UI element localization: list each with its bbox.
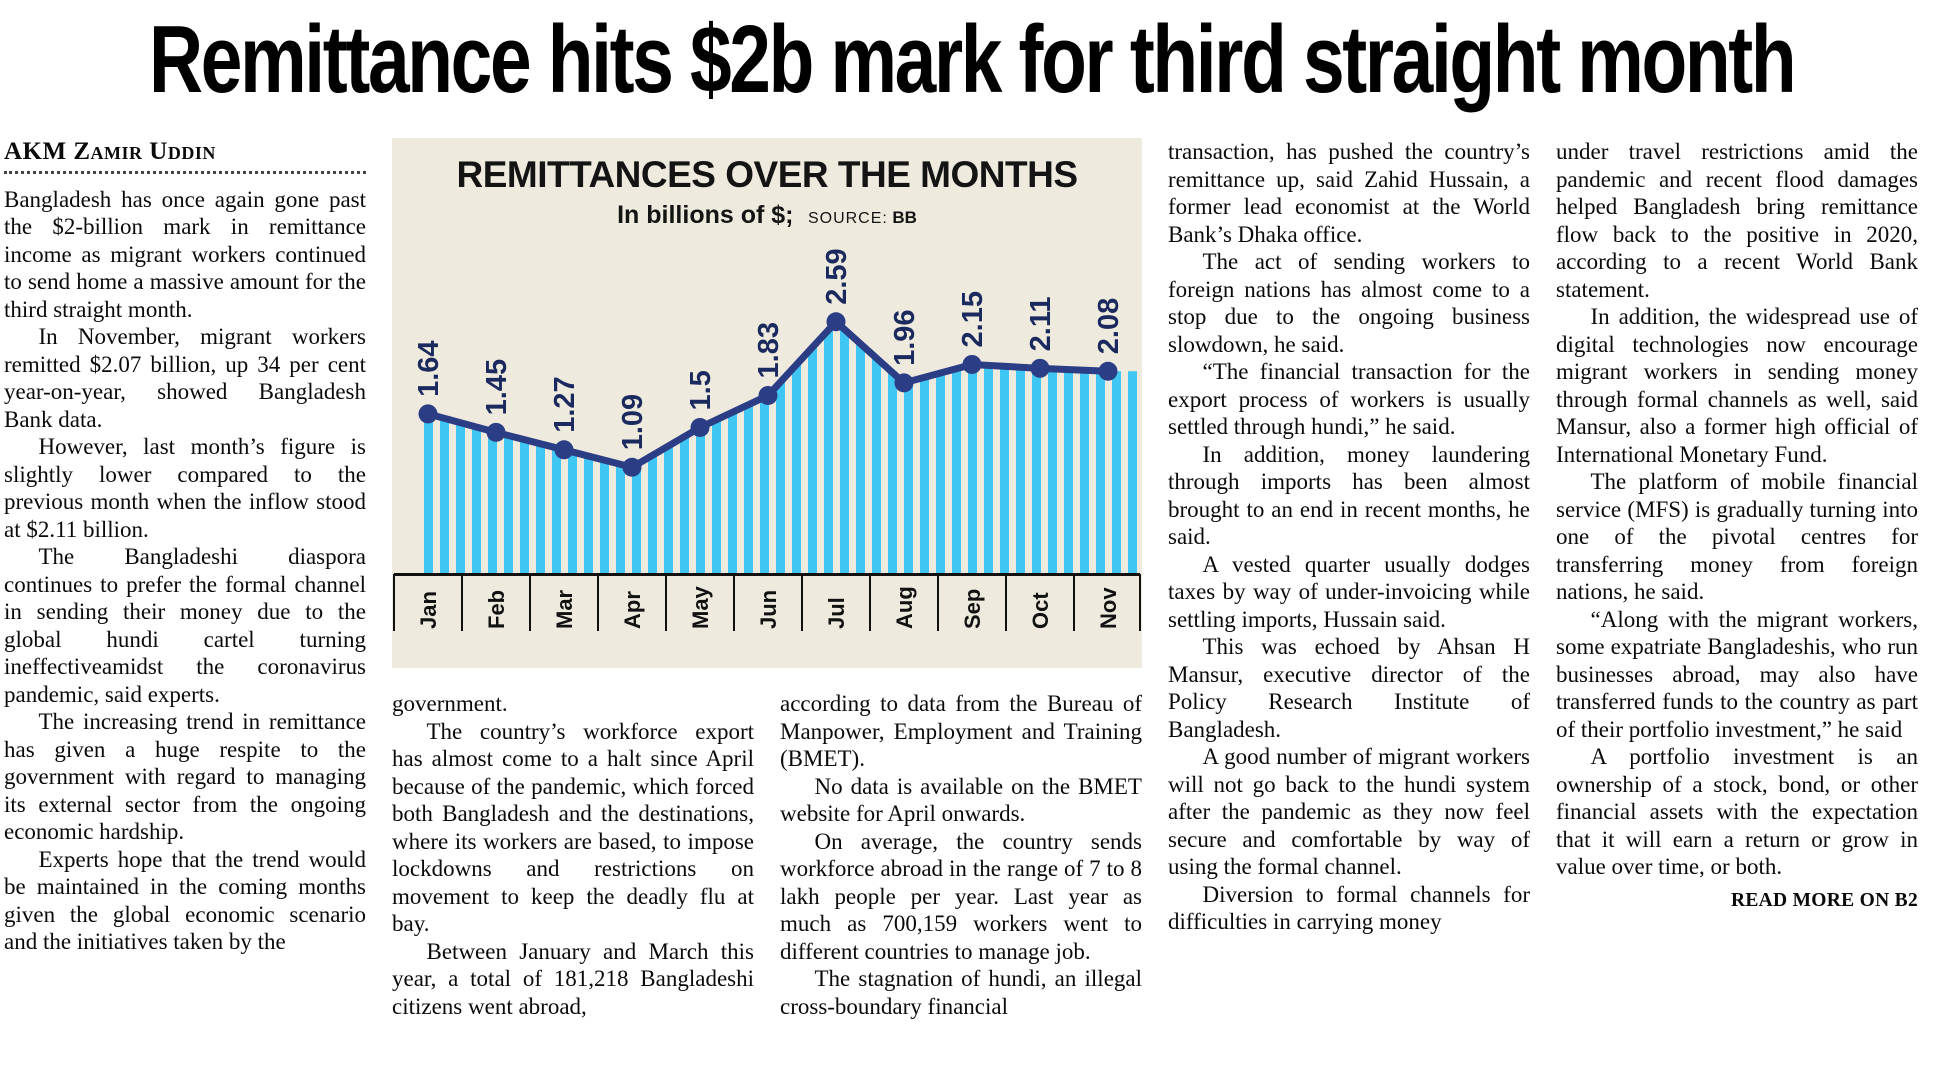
- chart-source-label: SOURCE:: [807, 210, 888, 227]
- paragraph: Between January and March this year, a t…: [392, 938, 754, 1019]
- chart-value-label: 1.83: [753, 322, 785, 378]
- column-1-text: Bangladesh has once again gone past the …: [4, 186, 366, 956]
- column-2: government. The country’s workforce expor…: [392, 690, 754, 1020]
- paragraph: In addition, the widespread use of digit…: [1556, 304, 1918, 467]
- paragraph: The stagnation of hundi, an illegal cros…: [780, 966, 1142, 1019]
- x-axis-label: Feb: [484, 590, 509, 629]
- paragraph: transaction, has pushed the country’s re…: [1168, 139, 1530, 247]
- column-4: transaction, has pushed the country’s re…: [1168, 138, 1530, 1020]
- x-axis-label: Sep: [960, 589, 985, 629]
- x-axis-label: Oct: [1028, 592, 1053, 629]
- x-axis-label: Jun: [756, 590, 781, 629]
- paragraph: In addition, money laundering through im…: [1168, 441, 1530, 550]
- chart-value-label: 2.11: [1025, 296, 1057, 351]
- chart-marker: [1030, 358, 1050, 378]
- chart-source-value: BB: [892, 208, 917, 227]
- chart-marker: [962, 354, 982, 374]
- paragraph: No data is available on the BMET website…: [780, 773, 1142, 827]
- paragraph: The increasing trend in remittance has g…: [4, 709, 366, 844]
- chart-subtitle: In billions of $; SOURCE: BB: [392, 201, 1142, 230]
- paragraph: A portfolio investment is an ownership o…: [1556, 744, 1918, 879]
- chart-value-label: 2.15: [957, 291, 989, 347]
- paragraph: according to data from the Bureau of Man…: [780, 691, 1142, 771]
- x-axis-label: Mar: [552, 589, 577, 629]
- paragraph: On average, the country sends workforce …: [780, 828, 1142, 964]
- paragraph: However, last month’s figure is slightly…: [4, 434, 366, 542]
- paragraph: A vested quarter usually dodges taxes by…: [1168, 551, 1530, 632]
- chart-value-label: 1.64: [413, 340, 445, 396]
- column-5-text: under travel restrictions amid the pande…: [1556, 138, 1918, 881]
- middle-columns: government. The country’s workforce expor…: [392, 690, 1142, 1020]
- read-more-note: READ MORE ON B2: [1730, 889, 1918, 911]
- article-content: AKM Zamir Uddin Bangladesh has once agai…: [4, 138, 1939, 1020]
- x-axis-label: May: [688, 585, 713, 629]
- paragraph: The Bangladeshi diaspora continues to pr…: [4, 544, 366, 707]
- chart-value-label: 1.27: [549, 376, 581, 432]
- chart-box: REMITTANCES OVER THE MONTHS In billions …: [392, 138, 1142, 668]
- chart-marker: [622, 457, 642, 477]
- byline: AKM Zamir Uddin: [4, 138, 216, 165]
- chart-value-label: 1.5: [685, 370, 717, 410]
- chart-striped-area: [422, 321, 1140, 573]
- paragraph: Diversion to formal channels for difficu…: [1168, 881, 1530, 935]
- chart-unit-label: In billions of $;: [617, 201, 794, 229]
- paragraph: The platform of mobile financial service…: [1556, 469, 1918, 604]
- chart-marker: [690, 418, 710, 437]
- column-5: under travel restrictions amid the pande…: [1556, 138, 1918, 1020]
- paragraph: Bangladesh has once again gone past the …: [4, 186, 366, 322]
- chart-value-label: 2.08: [1093, 298, 1125, 354]
- x-axis-label: Aug: [892, 586, 917, 629]
- chart-marker: [758, 385, 778, 405]
- chart-marker: [1098, 361, 1118, 381]
- paragraph: “Along with the migrant workers, some ex…: [1556, 606, 1918, 742]
- column-1: AKM Zamir Uddin Bangladesh has once agai…: [4, 138, 366, 1020]
- paragraph: The country’s workforce export has almos…: [392, 718, 754, 937]
- paragraph: government.: [392, 691, 508, 716]
- x-axis-label: Jul: [824, 597, 849, 629]
- chart-marker: [894, 373, 914, 393]
- x-axis-label: Jan: [416, 591, 441, 629]
- chart-marker: [826, 312, 846, 332]
- column-3: according to data from the Bureau of Man…: [780, 690, 1142, 1020]
- chart-value-label: 1.96: [889, 309, 921, 365]
- chart-marker: [418, 404, 438, 424]
- paragraph: under travel restrictions amid the pande…: [1556, 139, 1918, 302]
- paragraph: Experts hope that the trend would be mai…: [4, 846, 366, 955]
- headline-wrap: Remittance hits $2b mark for third strai…: [4, 8, 1939, 130]
- chart-value-label: 2.59: [821, 248, 853, 304]
- chart-value-label: 1.45: [481, 359, 513, 415]
- chart-title: REMITTANCES OVER THE MONTHS: [456, 154, 1079, 195]
- paragraph: The act of sending workers to foreign na…: [1168, 249, 1530, 357]
- chart-value-label: 1.09: [617, 394, 649, 450]
- chart-marker: [554, 440, 574, 460]
- paragraph: “The financial transaction for the expor…: [1168, 359, 1530, 439]
- paragraph: This was echoed by Ahsan H Mansur, execu…: [1168, 634, 1530, 742]
- paragraph: A good number of migrant workers will no…: [1168, 744, 1530, 879]
- byline-divider: [4, 170, 366, 174]
- x-axis-label: Apr: [620, 591, 645, 629]
- paragraph: In November, migrant workers remitted $2…: [4, 324, 366, 432]
- middle-section: REMITTANCES OVER THE MONTHS In billions …: [392, 138, 1142, 1020]
- chart-marker: [486, 422, 506, 442]
- page-title: Remittance hits $2b mark for third strai…: [148, 6, 1797, 113]
- x-axis-label: Nov: [1096, 587, 1121, 629]
- remittance-chart: Jan Feb Mar Apr May Jun Jul Aug Sep Oct Nov 1.64 1.4…: [393, 248, 1141, 631]
